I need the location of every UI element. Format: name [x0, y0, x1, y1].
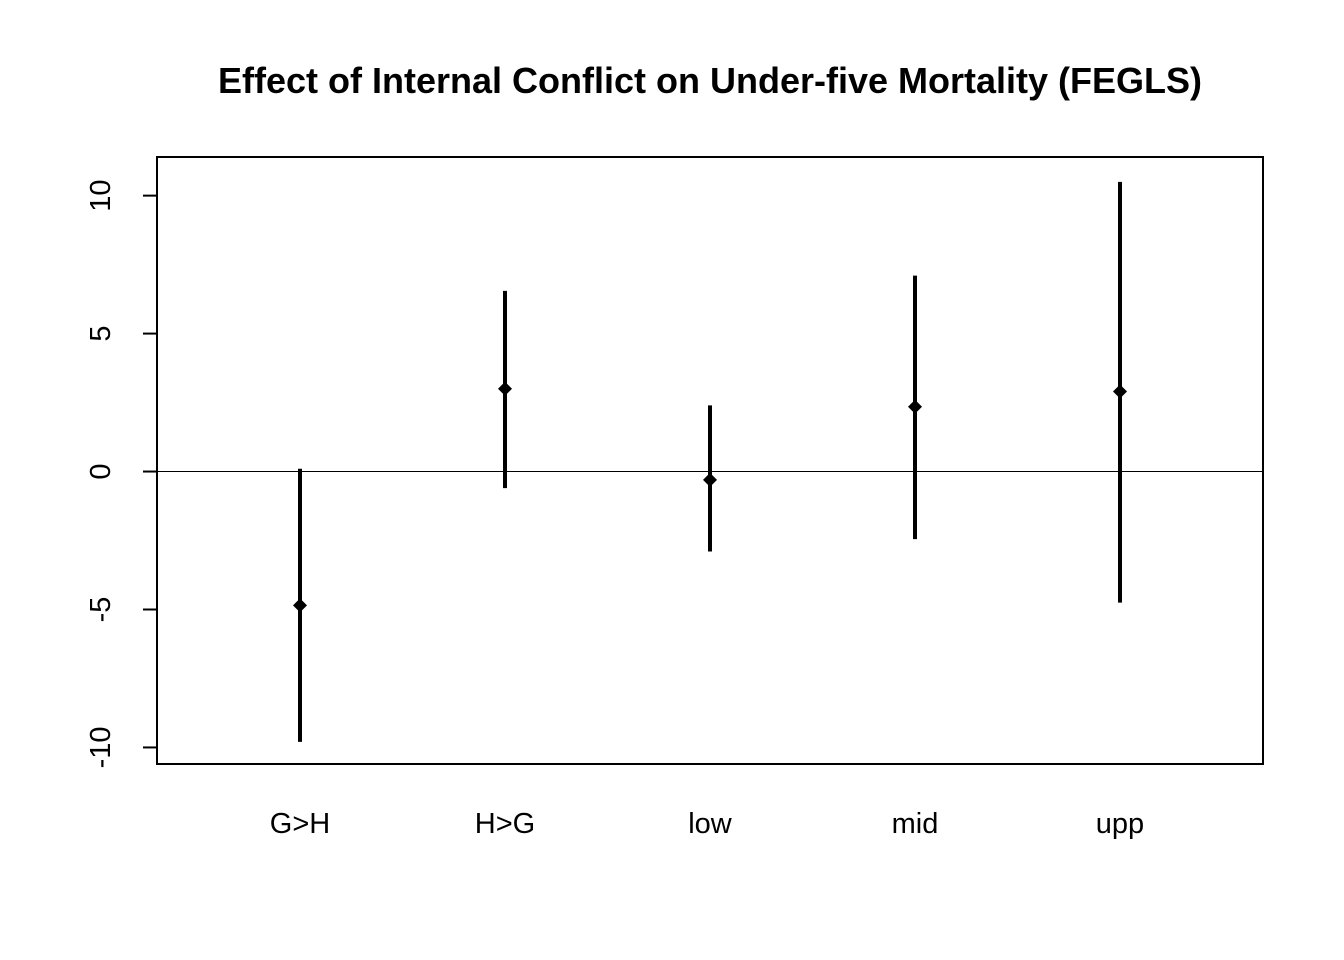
point-estimate-low: [703, 472, 717, 487]
point-estimate-mid: [908, 399, 922, 414]
point-estimate-h-g: [498, 381, 512, 396]
point-estimate-upp: [1113, 384, 1127, 399]
y-tick-label: -5: [85, 597, 117, 623]
error-bars: [293, 181, 1127, 742]
x-tick-label: upp: [1096, 808, 1144, 840]
x-axis: G>H H>G low mid upp: [270, 808, 1144, 840]
x-tick-label: low: [688, 808, 733, 840]
point-estimate-g-h: [293, 598, 307, 613]
y-tick-label: 10: [85, 179, 117, 211]
y-tick-label: 5: [85, 326, 117, 342]
x-tick-label: H>G: [475, 808, 535, 840]
x-tick-label: G>H: [270, 808, 330, 840]
chart-title: Effect of Internal Conflict on Under-fiv…: [218, 60, 1202, 101]
y-axis: -10 -5 0 5 10: [85, 179, 158, 768]
y-tick-label: -10: [85, 726, 117, 768]
x-tick-label: mid: [892, 808, 939, 840]
y-tick-label: 0: [85, 463, 117, 479]
